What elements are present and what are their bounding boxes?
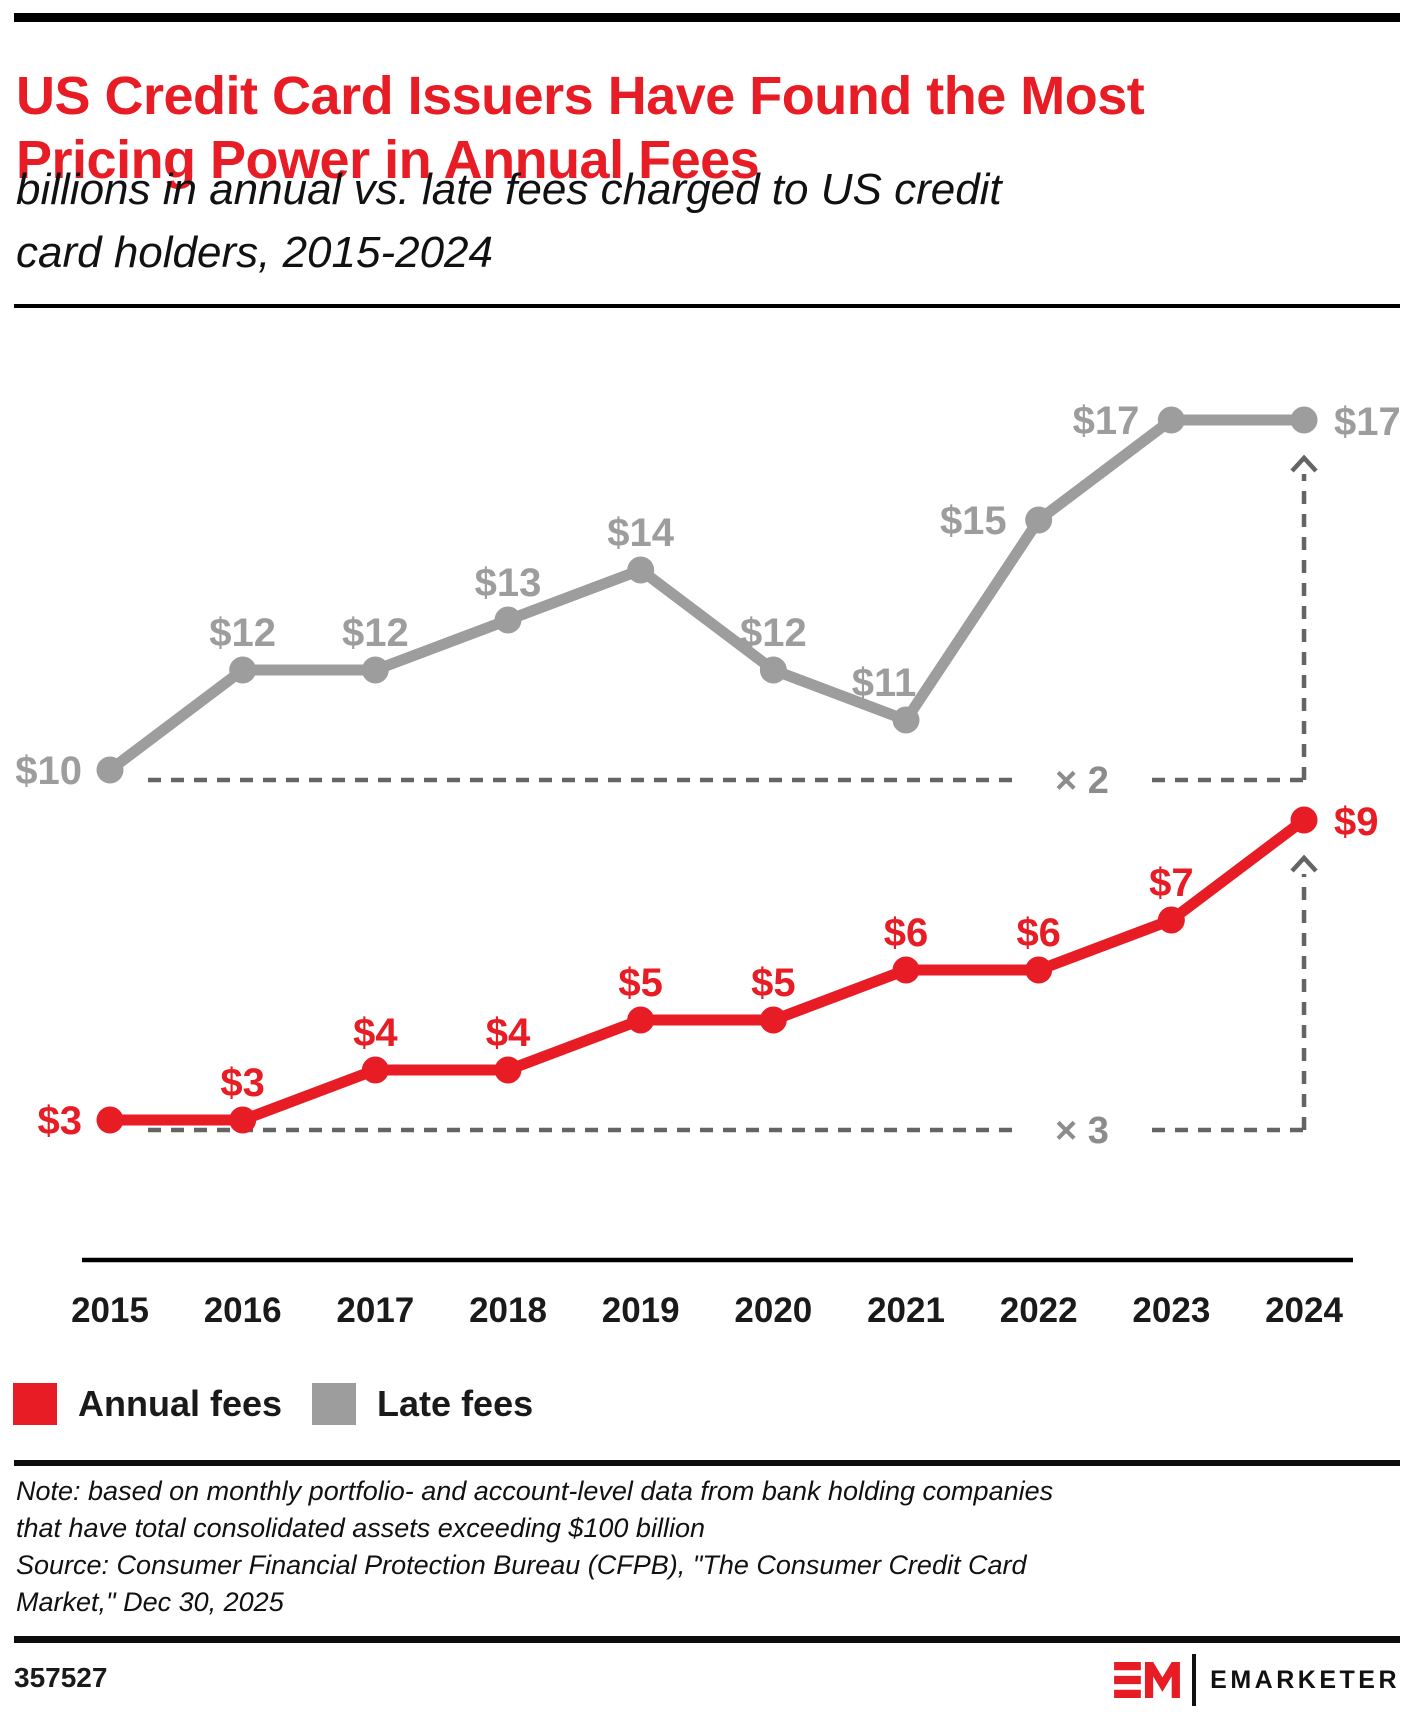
arrow-up-icon (1290, 454, 1318, 473)
logo-divider (1192, 1654, 1197, 1706)
brand-name: EMARKETER (1210, 1666, 1400, 1694)
top-accent-bar (14, 13, 1400, 22)
late-fees-label-2023: $17 (1073, 399, 1140, 443)
year-label-2024: 2024 (1265, 1291, 1343, 1330)
arrow-up-icon (1290, 854, 1318, 873)
late-fees-label-2019: $14 (607, 511, 674, 555)
late-fees-point-2023 (1157, 406, 1185, 434)
annual-fees-label-2024: $9 (1334, 800, 1379, 844)
annual-fees-point-2020 (759, 1006, 787, 1034)
annual-fees-point-2024 (1290, 806, 1318, 834)
annual-fees-label-2022: $6 (1016, 911, 1061, 955)
note-text: Note: based on monthly portfolio- and ac… (16, 1476, 1054, 1543)
year-label-2023: 2023 (1132, 1291, 1210, 1330)
page-subtitle: billions in annual vs. late fees charged… (16, 165, 1002, 277)
emarketer-logo: EMARKETER (1114, 1654, 1400, 1706)
year-label-2022: 2022 (1000, 1291, 1078, 1330)
annual-fees-point-2022 (1025, 956, 1053, 984)
year-label-2021: 2021 (867, 1291, 945, 1330)
late-fees-point-2015 (96, 756, 124, 784)
em-logo-icon (1114, 1662, 1181, 1698)
late-fees-point-2019 (627, 556, 655, 584)
page-title: US Credit Card Issuers Have Found the Mo… (16, 66, 1145, 191)
year-label-2015: 2015 (71, 1291, 149, 1330)
late-fees-label-2017: $12 (342, 611, 409, 655)
annual-fees-point-2018 (494, 1056, 522, 1084)
header-divider (14, 304, 1400, 308)
annual-fees-point-2019 (627, 1006, 655, 1034)
annual-fees-label-2020: $5 (751, 961, 796, 1005)
annual-fees-label-2019: $5 (618, 961, 663, 1005)
late-fees-label-2020: $12 (740, 611, 807, 655)
annual-fees-label-2017: $4 (353, 1011, 398, 1055)
multiplier-label: × 3 (1055, 1110, 1109, 1152)
late-fees-point-2021 (892, 706, 920, 734)
annual-fees-label-2016: $3 (220, 1061, 265, 1105)
legend-label-late-fees: Late fees (377, 1383, 534, 1424)
annual-fees-label-2023: $7 (1149, 861, 1194, 905)
annual-fees-point-2023 (1157, 906, 1185, 934)
year-label-2018: 2018 (469, 1291, 547, 1330)
annual-fees-line (110, 815, 1308, 1126)
late-fees-label-2021: $11 (852, 661, 917, 705)
legend-swatch-annual-fees (13, 1383, 57, 1425)
year-label-2020: 2020 (734, 1291, 812, 1330)
annual-fees-point-2021 (892, 956, 920, 984)
fees-line-chart: × 2 × 3 $10 $12 $12 $13 $14 $12 $11 $15 $17 $17 $3 $3… (15, 399, 1401, 1330)
footnote: Note: based on monthly portfolio- and ac… (16, 1473, 1399, 1621)
year-label-2019: 2019 (602, 1291, 680, 1330)
annual-fees-point-2015 (96, 1106, 124, 1134)
late-fees-line (106, 414, 1305, 775)
late-fees-point-2024 (1290, 406, 1318, 434)
legend: Annual fees Late fees (13, 1383, 533, 1425)
annual-fees-label-2015: $3 (38, 1099, 83, 1143)
annual-fees-label-2021: $6 (884, 911, 929, 955)
footer-divider (14, 1636, 1400, 1643)
late-fees-point-2020 (759, 656, 787, 684)
annual-fees-label-2018: $4 (486, 1011, 531, 1055)
late-fees-label-2018: $13 (475, 561, 542, 605)
multiplier-label: × 2 (1055, 760, 1109, 802)
late-fees-label-2024: $17 (1334, 400, 1401, 444)
annual-fees-point-2017 (361, 1056, 389, 1084)
late-fees-point-2017 (361, 656, 389, 684)
annual-fees-point-2016 (229, 1106, 257, 1134)
year-label-2016: 2016 (204, 1291, 282, 1330)
late-fees-point-2018 (494, 606, 522, 634)
late-fees-label-2016: $12 (209, 611, 276, 655)
source-text: Source: Consumer Financial Protection Bu… (16, 1550, 1027, 1617)
footnote-divider-top (14, 1460, 1400, 1466)
legend-swatch-late-fees (312, 1383, 357, 1425)
chart-id: 357527 (14, 1662, 108, 1693)
late-fees-point-2016 (229, 656, 257, 684)
legend-label-annual-fees: Annual fees (78, 1383, 283, 1424)
late-fees-point-2022 (1025, 506, 1053, 534)
year-label-2017: 2017 (336, 1291, 414, 1330)
late-fees-label-2015: $10 (15, 749, 82, 793)
late-fees-label-2022: $15 (940, 499, 1007, 543)
